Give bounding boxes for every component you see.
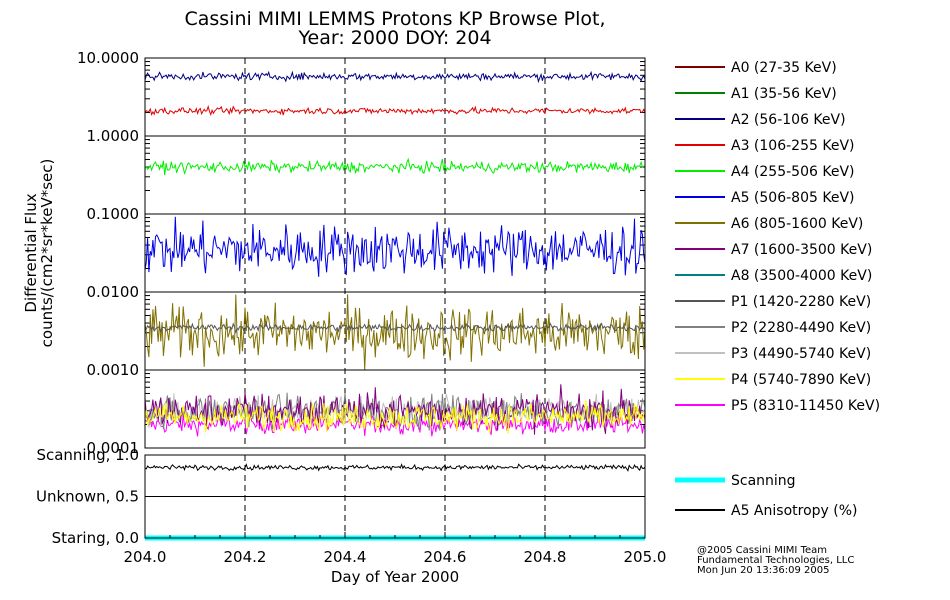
chart-title-line1: Cassini MIMI LEMMS Protons KP Browse Plo… bbox=[184, 8, 606, 30]
legend-label: A2 (56-106 KeV) bbox=[731, 112, 846, 128]
x-tick-label: 204.0 bbox=[124, 548, 167, 566]
flux-series-a2 bbox=[144, 70, 646, 84]
x-tick-label: 204.6 bbox=[424, 548, 467, 566]
legend-label: A5 Anisotropy (%) bbox=[731, 503, 858, 519]
x-tick-label: 204.2 bbox=[224, 548, 267, 566]
legend-label: A8 (3500-4000 KeV) bbox=[731, 268, 872, 284]
flux-y-tick-label: 0.0100 bbox=[87, 283, 140, 301]
footer-organization: Fundamental Technologies, LLC bbox=[697, 555, 855, 566]
legend-label: A3 (106-255 KeV) bbox=[731, 138, 854, 154]
flux-y-tick-label: 0.0010 bbox=[87, 361, 140, 379]
anisotropy-y-tick-label: Unknown, 0.5 bbox=[36, 488, 139, 506]
legend-label: A4 (255-506 KeV) bbox=[731, 164, 854, 180]
flux-series-p1 bbox=[144, 320, 646, 334]
flux-series-a5 bbox=[144, 216, 646, 277]
flux-series-a3 bbox=[144, 104, 646, 116]
anisotropy-series-trace bbox=[144, 463, 646, 472]
anisotropy-y-tick-label: Scanning, 1.0 bbox=[36, 446, 139, 464]
x-tick-label: 204.8 bbox=[524, 548, 567, 566]
flux-y-tick-label: 1.0000 bbox=[87, 127, 140, 145]
footer-copyright: @2005 Cassini MIMI Team bbox=[697, 545, 827, 556]
x-tick-label: 204.4 bbox=[324, 548, 367, 566]
legend-label: A5 (506-805 KeV) bbox=[731, 190, 854, 206]
legend-label: A1 (35-56 KeV) bbox=[731, 86, 837, 102]
legend-label: A0 (27-35 KeV) bbox=[731, 60, 837, 76]
chart-title-line2: Year: 2000 DOY: 204 bbox=[298, 27, 492, 49]
legend-label: P1 (1420-2280 KeV) bbox=[731, 294, 871, 310]
legend-label: P4 (5740-7890 KeV) bbox=[731, 372, 871, 388]
flux-y-tick-label: 0.1000 bbox=[87, 205, 140, 223]
flux-y-axis-units: counts/(cm2*sr*keV*sec) bbox=[38, 159, 56, 348]
flux-series-a4 bbox=[144, 157, 646, 176]
flux-panel-frame bbox=[144, 57, 646, 449]
legend-label: A7 (1600-3500 KeV) bbox=[731, 242, 872, 258]
footer-timestamp: Mon Jun 20 13:36:09 2005 bbox=[697, 565, 830, 576]
x-axis-label: Day of Year 2000 bbox=[331, 568, 459, 586]
legend-label: A6 (805-1600 KeV) bbox=[731, 216, 863, 232]
legend-label: P2 (2280-4490 KeV) bbox=[731, 320, 871, 336]
flux-series-p4 bbox=[144, 400, 646, 434]
legend-label: P3 (4490-5740 KeV) bbox=[731, 346, 871, 362]
legend-label: Scanning bbox=[731, 473, 796, 489]
flux-series-a7 bbox=[144, 384, 646, 435]
anisotropy-y-tick-label: Staring, 0.0 bbox=[52, 529, 139, 547]
flux-y-tick-label: 0.0001 bbox=[87, 439, 140, 457]
flux-series-a6 bbox=[144, 294, 646, 370]
flux-y-tick-label: 10.0000 bbox=[77, 49, 139, 67]
legend-label: P5 (8310-11450 KeV) bbox=[731, 398, 880, 414]
flux-y-axis-label: Differential Flux bbox=[22, 193, 40, 312]
x-tick-label: 205.0 bbox=[624, 548, 667, 566]
